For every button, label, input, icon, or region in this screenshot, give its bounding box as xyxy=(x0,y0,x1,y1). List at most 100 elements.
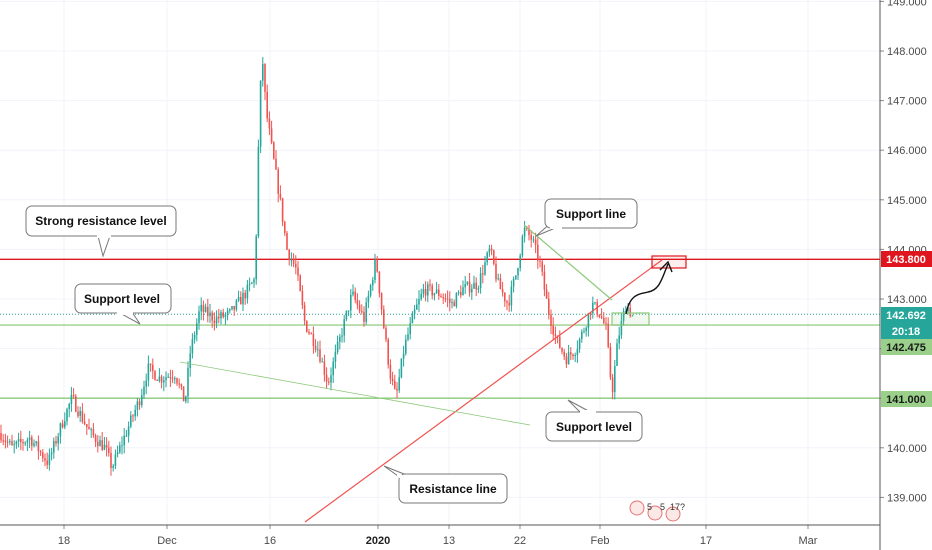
candle-body xyxy=(176,378,178,384)
candle-body xyxy=(72,394,75,397)
candle-body xyxy=(119,445,121,453)
candle-body xyxy=(281,198,284,222)
support-trend-line[interactable] xyxy=(523,224,613,301)
candle-body xyxy=(264,64,266,92)
callout-support-level-left[interactable]: Support level xyxy=(74,283,172,325)
candle-body xyxy=(182,386,185,402)
target-box-green[interactable] xyxy=(611,312,650,326)
candle-body xyxy=(631,315,634,317)
candle-body xyxy=(592,302,594,314)
candle-body xyxy=(242,292,244,305)
target-box-red[interactable] xyxy=(651,255,687,269)
candle-body xyxy=(347,310,350,312)
event-flag-icon xyxy=(647,505,663,521)
candle-body xyxy=(314,346,317,350)
candle-body xyxy=(92,429,95,436)
callout-support-level-left-text: Support level xyxy=(84,292,160,306)
candle-body xyxy=(257,146,260,237)
candle-body xyxy=(308,331,310,334)
candle-body xyxy=(416,304,418,310)
candle-body xyxy=(154,371,156,380)
candle-body xyxy=(517,268,519,276)
candle-body xyxy=(9,441,11,443)
lower-trend-line[interactable] xyxy=(179,361,531,426)
candle-body xyxy=(259,80,262,147)
candle-body xyxy=(409,323,411,335)
candle-body xyxy=(301,290,304,306)
x-tick-label: 2020 xyxy=(366,535,390,547)
candle-body xyxy=(202,304,205,312)
candle-body xyxy=(132,415,134,417)
candle-body xyxy=(583,331,585,333)
candle-body xyxy=(220,312,222,319)
candle-body xyxy=(464,284,466,288)
candle-body xyxy=(611,377,614,393)
callout-support-line[interactable]: Support line xyxy=(535,198,638,237)
projection-arrow xyxy=(625,263,669,315)
candle-body xyxy=(55,441,57,444)
x-tick-label: Mar xyxy=(799,535,818,547)
callout-strong-resistance-text: Strong resistance level xyxy=(35,214,166,228)
candle-body xyxy=(233,306,235,310)
candle-body xyxy=(616,343,618,367)
candle-body xyxy=(262,64,264,81)
candle-body xyxy=(369,285,372,296)
candle-body xyxy=(136,401,139,410)
candle-body xyxy=(266,91,268,119)
callout-support-level-right[interactable]: Support level xyxy=(545,399,643,442)
candle-body xyxy=(418,298,420,305)
callout-resistance-line[interactable]: Resistance line xyxy=(383,465,508,504)
candle-body xyxy=(196,323,198,335)
price-badges: 143.800 142.692 20:18 142.475 141.000 xyxy=(881,251,932,407)
y-tick-label: 148.000 xyxy=(887,46,927,58)
candle-body xyxy=(554,334,557,336)
candle-body xyxy=(90,429,92,431)
candle-body xyxy=(433,293,436,296)
candle-body xyxy=(559,336,561,348)
candle-body xyxy=(532,239,535,241)
candle-body xyxy=(28,437,31,441)
resistance-trend-line[interactable] xyxy=(304,259,663,523)
candle-body xyxy=(537,244,539,261)
candle-body xyxy=(163,380,165,383)
candle-body xyxy=(22,441,24,444)
candle-body xyxy=(627,307,629,311)
candle-body xyxy=(504,292,506,302)
candle-body xyxy=(211,312,213,321)
event-markers[interactable]: 5 5 17? xyxy=(629,500,685,522)
candle-body xyxy=(222,312,224,317)
candle-body xyxy=(103,444,106,450)
candle-body xyxy=(372,279,374,286)
candle-body xyxy=(506,301,508,303)
candle-body xyxy=(68,403,70,409)
candle-body xyxy=(380,293,383,310)
price-badge: 143.800 xyxy=(881,251,932,267)
candlesticks xyxy=(0,56,634,476)
candle-body xyxy=(367,295,370,303)
candle-body xyxy=(471,288,473,293)
candle-body xyxy=(550,314,552,326)
candle-body xyxy=(235,300,238,310)
candle-body xyxy=(561,347,563,352)
candle-body xyxy=(435,289,438,294)
candle-body xyxy=(534,239,537,245)
y-tick-label: 149.000 xyxy=(887,0,927,8)
callout-strong-resistance[interactable]: Strong resistance level xyxy=(25,205,177,258)
price-badge-label: 141.000 xyxy=(886,394,926,406)
candle-body xyxy=(204,306,207,312)
candle-body xyxy=(15,441,18,445)
candle-body xyxy=(191,339,194,354)
candle-body xyxy=(77,411,79,416)
candle-body xyxy=(598,314,601,317)
callout-support-level-right-text: Support level xyxy=(556,420,632,434)
candle-body xyxy=(515,275,517,279)
candle-body xyxy=(290,259,293,261)
candle-body xyxy=(141,395,143,406)
candle-body xyxy=(343,319,345,336)
candle-body xyxy=(200,304,202,312)
candle-body xyxy=(57,436,59,444)
candle-body xyxy=(603,317,605,324)
candle-body xyxy=(618,335,620,344)
candle-body xyxy=(444,298,447,300)
